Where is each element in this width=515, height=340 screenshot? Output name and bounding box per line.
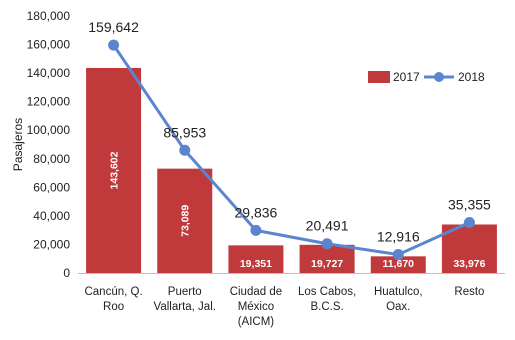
category-label: Resto	[454, 286, 484, 298]
point-2018	[463, 217, 475, 229]
line-value-label: 20,491	[306, 218, 349, 234]
point-2018	[108, 39, 120, 51]
bar-value-label: 143,602	[109, 151, 121, 189]
y-tick-label: 100,000	[27, 123, 71, 137]
category-label-line: Vallarta, Jal.	[154, 301, 216, 313]
bar-2017	[299, 244, 355, 273]
category-label-line: Huatulco,	[374, 286, 423, 298]
point-2018	[250, 224, 262, 236]
line-value-label: 12,916	[377, 229, 420, 245]
y-axis-label: Pasajeros	[11, 118, 25, 171]
category-label-line: Resto	[454, 286, 484, 298]
y-tick-label: 60,000	[33, 180, 70, 194]
point-2018	[392, 249, 404, 261]
y-tick-label: 160,000	[27, 38, 71, 52]
line-value-label: 29,836	[235, 204, 278, 220]
bar-2017	[86, 67, 142, 273]
y-tick-label: 80,000	[33, 152, 70, 166]
legend-label-2018: 2018	[458, 70, 485, 84]
category-label: Ciudad de México (AICM)	[230, 286, 282, 328]
category-label: Los Cabos, B.C.S.	[298, 286, 356, 313]
category-label-line: Ciudad de	[230, 286, 282, 298]
category-label-line: Oax.	[386, 301, 410, 313]
bar-2017	[228, 245, 284, 273]
category-label-line: Roo	[103, 301, 124, 313]
category-label-line: México	[238, 301, 274, 313]
legend-swatch-2017	[368, 71, 390, 83]
y-tick-label: 180,000	[27, 9, 71, 23]
category-label-line: B.C.S.	[310, 301, 343, 313]
line-value-label: 85,953	[163, 124, 206, 140]
category-label: Cancún, Q. Roo	[84, 286, 142, 313]
bar-2017	[157, 168, 213, 273]
category-label: Huatulco, Oax.	[374, 286, 423, 313]
bar-2017	[441, 224, 497, 273]
point-2018	[179, 144, 191, 156]
bar-2017	[370, 256, 426, 273]
y-tick-label: 20,000	[33, 237, 70, 251]
category-label: Puerto Vallarta, Jal.	[154, 286, 216, 313]
category-label-line: (AICM)	[238, 316, 275, 328]
legend-marker-2018	[434, 72, 444, 82]
bar-value-label: 11,670	[382, 258, 414, 270]
line-2018	[112, 44, 471, 257]
category-label-line: Cancún, Q.	[84, 286, 142, 298]
bar-value-label: 73,089	[180, 205, 192, 237]
category-label-line: Los Cabos,	[298, 286, 356, 298]
y-tick-label: 140,000	[27, 66, 71, 80]
y-tick-label: 0	[63, 266, 70, 280]
line-value-label: 35,355	[448, 197, 491, 213]
bar-value-label: 19,727	[311, 258, 343, 270]
legend-label-2017: 2017	[393, 70, 420, 84]
category-label-line: Puerto	[168, 286, 202, 298]
point-2018	[321, 238, 333, 250]
y-tick-label: 120,000	[27, 95, 71, 109]
line-value-label: 159,642	[88, 19, 139, 35]
y-tick-label: 40,000	[33, 209, 70, 223]
bar-value-label: 19,351	[240, 258, 272, 270]
bar-value-label: 33,976	[453, 258, 485, 270]
